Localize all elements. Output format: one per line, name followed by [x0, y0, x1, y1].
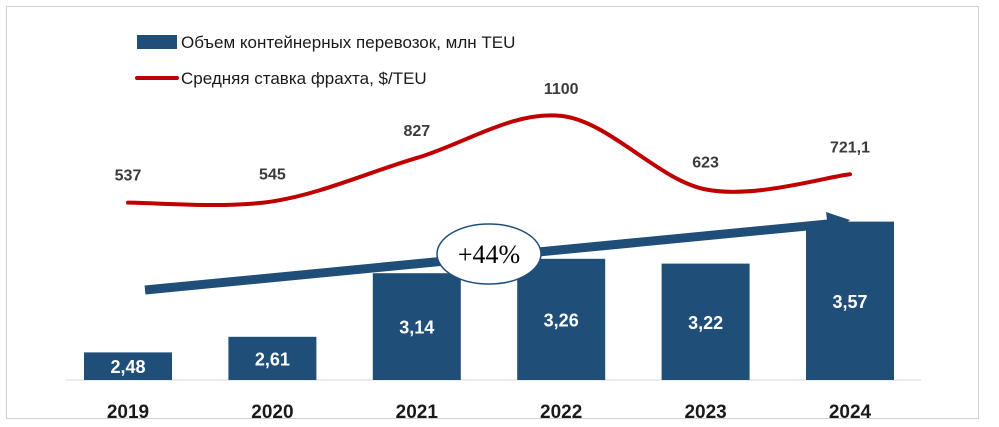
legend-bar-label: Объем контейнерных перевозок, млн TEU	[181, 33, 515, 52]
growth-label: +44%	[458, 240, 520, 269]
bar-label-2023: 3,22	[688, 313, 723, 333]
x-tick-2019: 2019	[107, 402, 149, 423]
line-value-labels: 537 545 827 1100 623 721,1	[115, 81, 870, 185]
legend-line-label: Средняя ставка фрахта, $/TEU	[181, 69, 427, 88]
bar-2020	[228, 336, 317, 380]
x-axis-tick-labels: 2019 2020 2021 2022 2023 2024	[107, 402, 872, 423]
x-tick-2020: 2020	[251, 402, 293, 423]
bar-series	[84, 221, 894, 380]
x-tick-2022: 2022	[540, 402, 582, 423]
bar-value-labels: 2,48 2,61 3,14 3,26 3,22 3,57	[110, 292, 867, 377]
bar-label-2019: 2,48	[110, 357, 145, 377]
line-label-2022: 1100	[544, 81, 579, 98]
bar-2019	[84, 352, 172, 380]
growth-arrowhead	[826, 212, 850, 236]
x-tick-2023: 2023	[684, 402, 726, 423]
line-label-2019: 537	[115, 168, 142, 185]
bar-2022	[517, 258, 606, 380]
bar-label-2022: 3,26	[544, 310, 579, 330]
growth-ellipse	[436, 223, 542, 285]
freight-rate-line	[126, 113, 852, 208]
bar-label-2021: 3,14	[399, 318, 434, 338]
chart-frame	[6, 6, 979, 419]
bar-label-2024: 3,57	[832, 292, 867, 312]
bar-label-2020: 2,61	[255, 349, 290, 369]
bar-2021	[372, 273, 461, 380]
line-label-2020: 545	[259, 166, 286, 183]
line-label-2021: 827	[403, 123, 430, 140]
line-label-2023: 623	[692, 154, 719, 171]
growth-annotation: +44%	[144, 212, 850, 295]
bar-2024	[806, 221, 894, 380]
x-tick-2024: 2024	[829, 402, 872, 423]
line-label-2024: 721,1	[830, 139, 870, 156]
bar-2023	[661, 263, 750, 380]
legend-bar-swatch	[137, 35, 177, 49]
x-tick-2021: 2021	[396, 402, 439, 423]
legend: Объем контейнерных перевозок, млн TEU Ср…	[135, 33, 515, 88]
